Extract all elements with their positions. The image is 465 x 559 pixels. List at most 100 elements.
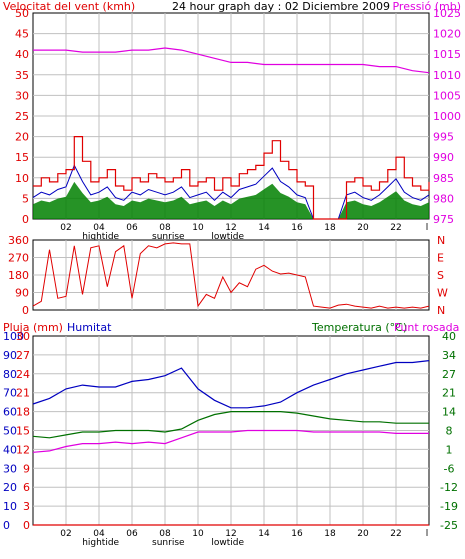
pressure-tick-label: 980 (433, 192, 454, 205)
compass-tick-label: N (437, 234, 445, 247)
wind-tick-label: 30 (15, 89, 29, 102)
temperature-tick-label: 27 (442, 368, 456, 381)
x-tick-label: 02 (60, 223, 71, 233)
x-tick-label: 04 (93, 223, 105, 233)
event-label-sunrise: sunrise (152, 232, 185, 242)
x-tick-label: 12 (225, 529, 236, 539)
humidity-tick-label: 100 (3, 330, 24, 343)
wind-direction-line (32, 242, 430, 309)
humidity-tick-label: 60 (3, 406, 17, 419)
x-tick-label: 08 (159, 529, 171, 539)
humidity-tick-label: 80 (3, 368, 17, 381)
direction-tick-label: 270 (8, 252, 29, 265)
pressure-tick-label: 985 (433, 172, 454, 185)
wind-tick-label: 25 (15, 110, 29, 123)
x-tick-label: 10 (192, 529, 204, 539)
x-tick-label: 08 (159, 223, 171, 233)
pressure-tick-label: 1020 (433, 28, 461, 41)
x-tick-label: 22 (390, 529, 401, 539)
humidity-tick-label: 20 (3, 481, 17, 494)
temperature-tick-label: 8 (446, 425, 453, 438)
wind-tick-label: 45 (15, 28, 29, 41)
event-label-lowtide: lowtide (211, 538, 244, 548)
x-tick-label: 20 (357, 223, 369, 233)
x-tick-label: 02 (60, 529, 71, 539)
rain-tick-label: 3 (23, 500, 30, 513)
wind-tick-label: 5 (22, 192, 29, 205)
pressure-tick-label: 1025 (433, 7, 461, 20)
humidity-tick-label: 30 (3, 462, 17, 475)
rain-tick-label: 24 (16, 368, 30, 381)
rain-tick-label: 6 (23, 481, 30, 494)
direction-tick-label: 360 (8, 234, 29, 247)
humidity-tick-label: 0 (3, 519, 10, 532)
rain-axis-label: Pluja (mm) (3, 321, 63, 334)
chart-title: 24 hour graph day : 02 Diciembre 2009 (172, 0, 390, 13)
humidity-tick-label: 50 (3, 425, 17, 438)
x-tick-label: 04 (93, 529, 105, 539)
wind-tick-label: 50 (15, 7, 29, 20)
temperature-tick-label: 1 (446, 443, 453, 456)
rain-tick-label: 30 (16, 330, 30, 343)
event-label-hightide: hightide (82, 538, 119, 548)
temperature-tick-label: 21 (442, 387, 456, 400)
chart-layer: 0510152025303540455097598098599099510001… (3, 7, 461, 548)
rain-tick-label: 15 (16, 425, 30, 438)
wind-tick-label: 35 (15, 69, 29, 82)
pressure-tick-label: 1015 (433, 48, 461, 61)
pressure-tick-label: 975 (433, 213, 454, 226)
rain-tick-label: 0 (23, 519, 30, 532)
rain-tick-label: 12 (16, 443, 30, 456)
wind-gust-area (33, 181, 429, 219)
wind-tick-label: 0 (22, 213, 29, 226)
rain-tick-label: 27 (16, 349, 30, 362)
x-tick-label: 14 (258, 223, 270, 233)
x-tick-label: 22 (390, 223, 401, 233)
temperature-line (32, 411, 429, 439)
pressure-axis-label: Pressió (mb) (392, 0, 461, 13)
x-tick-label: 16 (291, 223, 303, 233)
direction-tick-label: 180 (8, 269, 29, 282)
wind-axis-label: Velocitat del vent (kmh) (3, 0, 135, 13)
dewpoint-axis-label: Punt rosada (394, 321, 459, 334)
x-tick-label: 16 (291, 529, 303, 539)
humidity-tick-label: 40 (3, 443, 17, 456)
temperature-tick-label: 34 (442, 349, 456, 362)
direction-tick-label: 0 (22, 304, 29, 317)
event-label-sunrise: sunrise (152, 538, 185, 548)
wind-tick-label: 15 (15, 151, 29, 164)
rain-tick-label: 9 (23, 462, 30, 475)
wind-average-line (32, 164, 430, 220)
event-label-lowtide: lowtide (211, 232, 244, 242)
rain-tick-label: 21 (16, 387, 30, 400)
x-end-marker: l (426, 223, 429, 233)
compass-tick-label: N (437, 304, 445, 317)
pressure-line (33, 47, 430, 74)
wind-tick-label: 20 (15, 131, 29, 144)
wind-tick-label: 10 (15, 172, 29, 185)
dewpoint-line (32, 429, 429, 453)
pressure-tick-label: 1005 (433, 89, 461, 102)
temperature-tick-label: -25 (440, 519, 458, 532)
pressure-tick-label: 990 (433, 151, 454, 164)
humidity-axis-label: Humitat (67, 321, 112, 334)
compass-tick-label: E (437, 252, 444, 265)
compass-tick-label: W (437, 287, 448, 300)
humidity-tick-label: 10 (3, 500, 17, 513)
x-tick-label: 14 (258, 529, 270, 539)
pressure-tick-label: 1010 (433, 69, 461, 82)
direction-tick-label: 90 (15, 287, 29, 300)
humidity-tick-label: 90 (3, 349, 17, 362)
x-tick-label: 18 (324, 529, 336, 539)
temperature-tick-label: -19 (440, 500, 458, 513)
x-tick-label: 20 (357, 529, 369, 539)
x-tick-label: 06 (126, 223, 138, 233)
rain-tick-label: 18 (16, 406, 30, 419)
wind-tick-label: 40 (15, 48, 29, 61)
x-tick-label: 12 (225, 223, 236, 233)
x-tick-label: 18 (324, 223, 336, 233)
temperature-axis-label: Temperatura (°C) (311, 321, 407, 334)
temperature-tick-label: -6 (444, 462, 455, 475)
